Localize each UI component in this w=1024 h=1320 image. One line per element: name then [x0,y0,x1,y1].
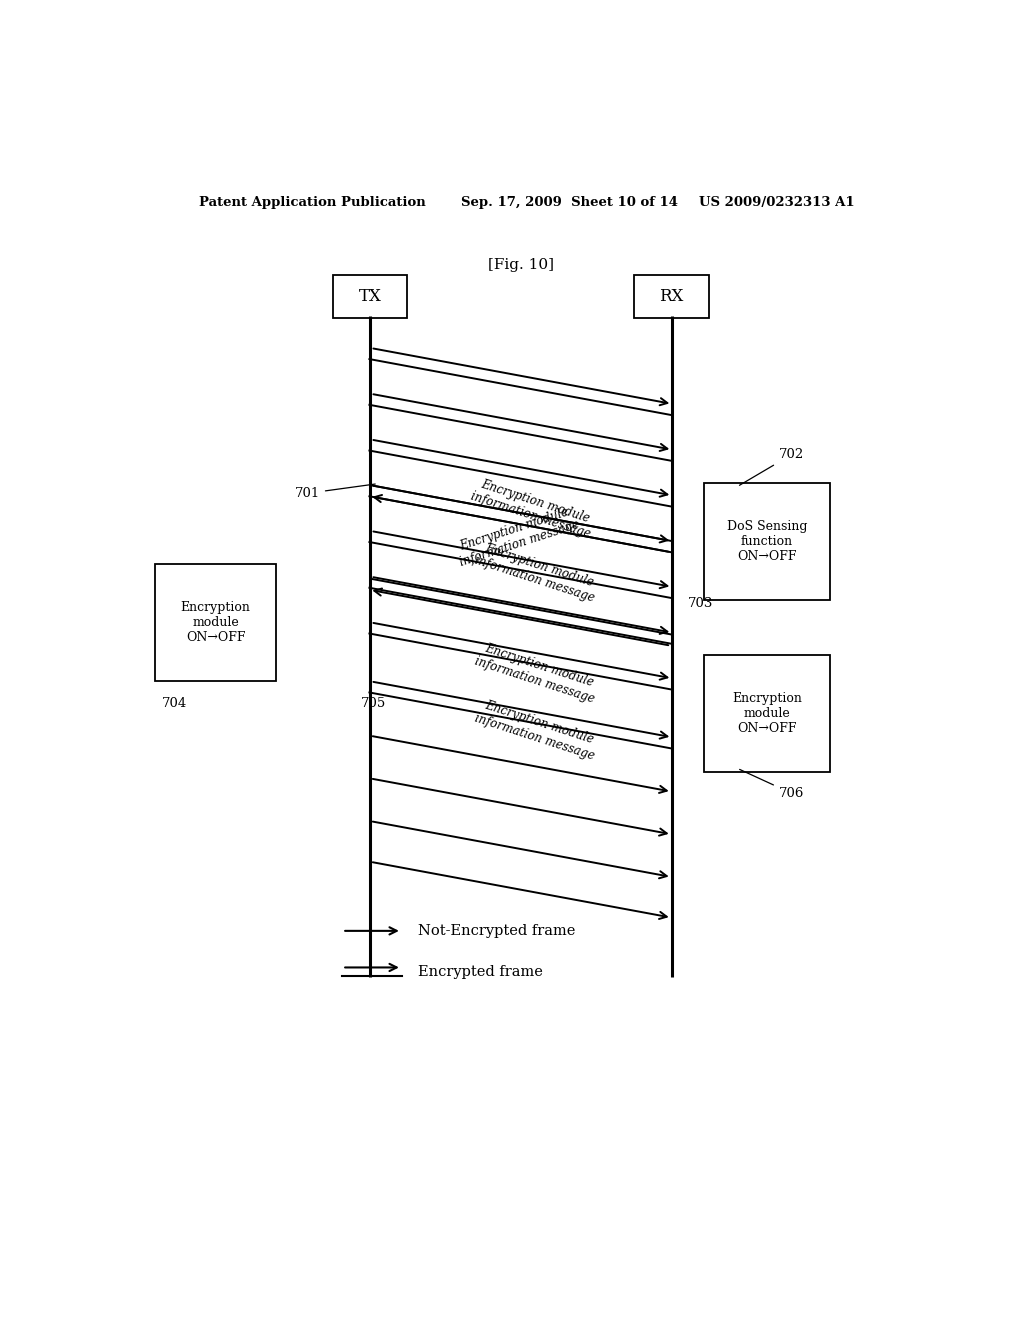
Text: 701: 701 [295,484,375,500]
Text: 702: 702 [739,449,804,486]
Text: Not-Encrypted frame: Not-Encrypted frame [418,924,575,939]
Text: Encryption module
information message: Encryption module information message [473,697,601,763]
Text: TX: TX [358,288,382,305]
Text: 704: 704 [162,697,187,710]
Text: [Fig. 10]: [Fig. 10] [487,259,554,272]
Text: Encryption
module
ON→OFF: Encryption module ON→OFF [732,693,802,735]
Text: Encryption module
information message: Encryption module information message [473,640,601,705]
Text: 706: 706 [739,770,804,800]
Text: DoS Sensing
function
ON→OFF: DoS Sensing function ON→OFF [727,520,807,562]
FancyBboxPatch shape [634,276,709,318]
FancyBboxPatch shape [705,483,829,599]
FancyBboxPatch shape [705,656,829,772]
Text: Encryption
module
ON→OFF: Encryption module ON→OFF [181,601,251,644]
FancyBboxPatch shape [155,564,276,681]
Text: Encryption module
information message: Encryption module information message [469,475,597,541]
Text: US 2009/0232313 A1: US 2009/0232313 A1 [699,195,855,209]
Text: Patent Application Publication: Patent Application Publication [200,195,426,209]
Text: Sep. 17, 2009  Sheet 10 of 14: Sep. 17, 2009 Sheet 10 of 14 [461,195,678,209]
Text: Encryption module
information message: Encryption module information message [453,504,581,569]
FancyBboxPatch shape [333,276,408,318]
Text: Encrypted frame: Encrypted frame [418,965,543,978]
Text: Encryption module
information message: Encryption module information message [473,540,601,605]
Text: 705: 705 [360,697,386,710]
Text: RX: RX [659,288,684,305]
Text: 703: 703 [687,597,713,610]
